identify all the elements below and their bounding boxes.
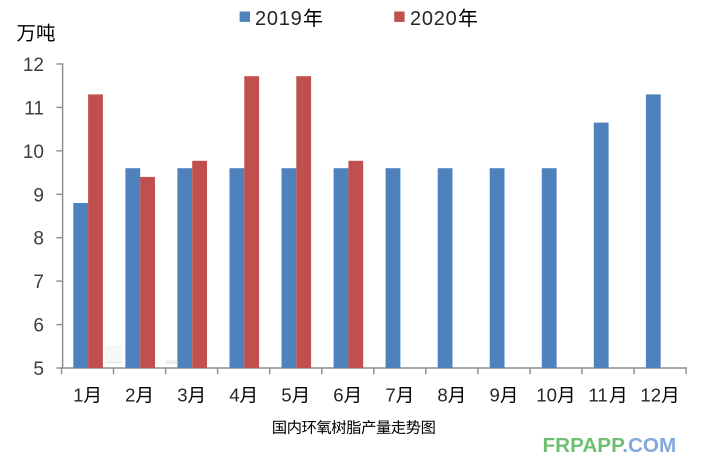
svg-text:9: 9 <box>490 385 500 406</box>
svg-text:2020: 2020 <box>410 8 458 30</box>
svg-text:10: 10 <box>536 385 557 406</box>
svg-text:8: 8 <box>33 229 44 250</box>
svg-text:11: 11 <box>24 98 44 119</box>
svg-text:2019: 2019 <box>255 8 303 30</box>
svg-text:6: 6 <box>33 316 44 337</box>
svg-text:11: 11 <box>588 385 607 406</box>
svg-text:5: 5 <box>33 359 44 380</box>
svg-text:FRPAPP.COM: FRPAPP.COM <box>543 434 677 457</box>
svg-text:1: 1 <box>73 385 83 406</box>
svg-text:7: 7 <box>33 272 44 293</box>
svg-text:10: 10 <box>23 142 44 163</box>
svg-text:6: 6 <box>333 385 343 406</box>
svg-text:5: 5 <box>281 385 291 406</box>
svg-text:9: 9 <box>33 185 44 206</box>
svg-text:4: 4 <box>229 385 239 406</box>
svg-text:7: 7 <box>385 385 395 406</box>
svg-text:12: 12 <box>640 385 661 406</box>
svg-text:12: 12 <box>23 55 44 76</box>
svg-text:3: 3 <box>177 385 187 406</box>
svg-text:8: 8 <box>437 385 447 406</box>
svg-text:2: 2 <box>125 385 135 406</box>
